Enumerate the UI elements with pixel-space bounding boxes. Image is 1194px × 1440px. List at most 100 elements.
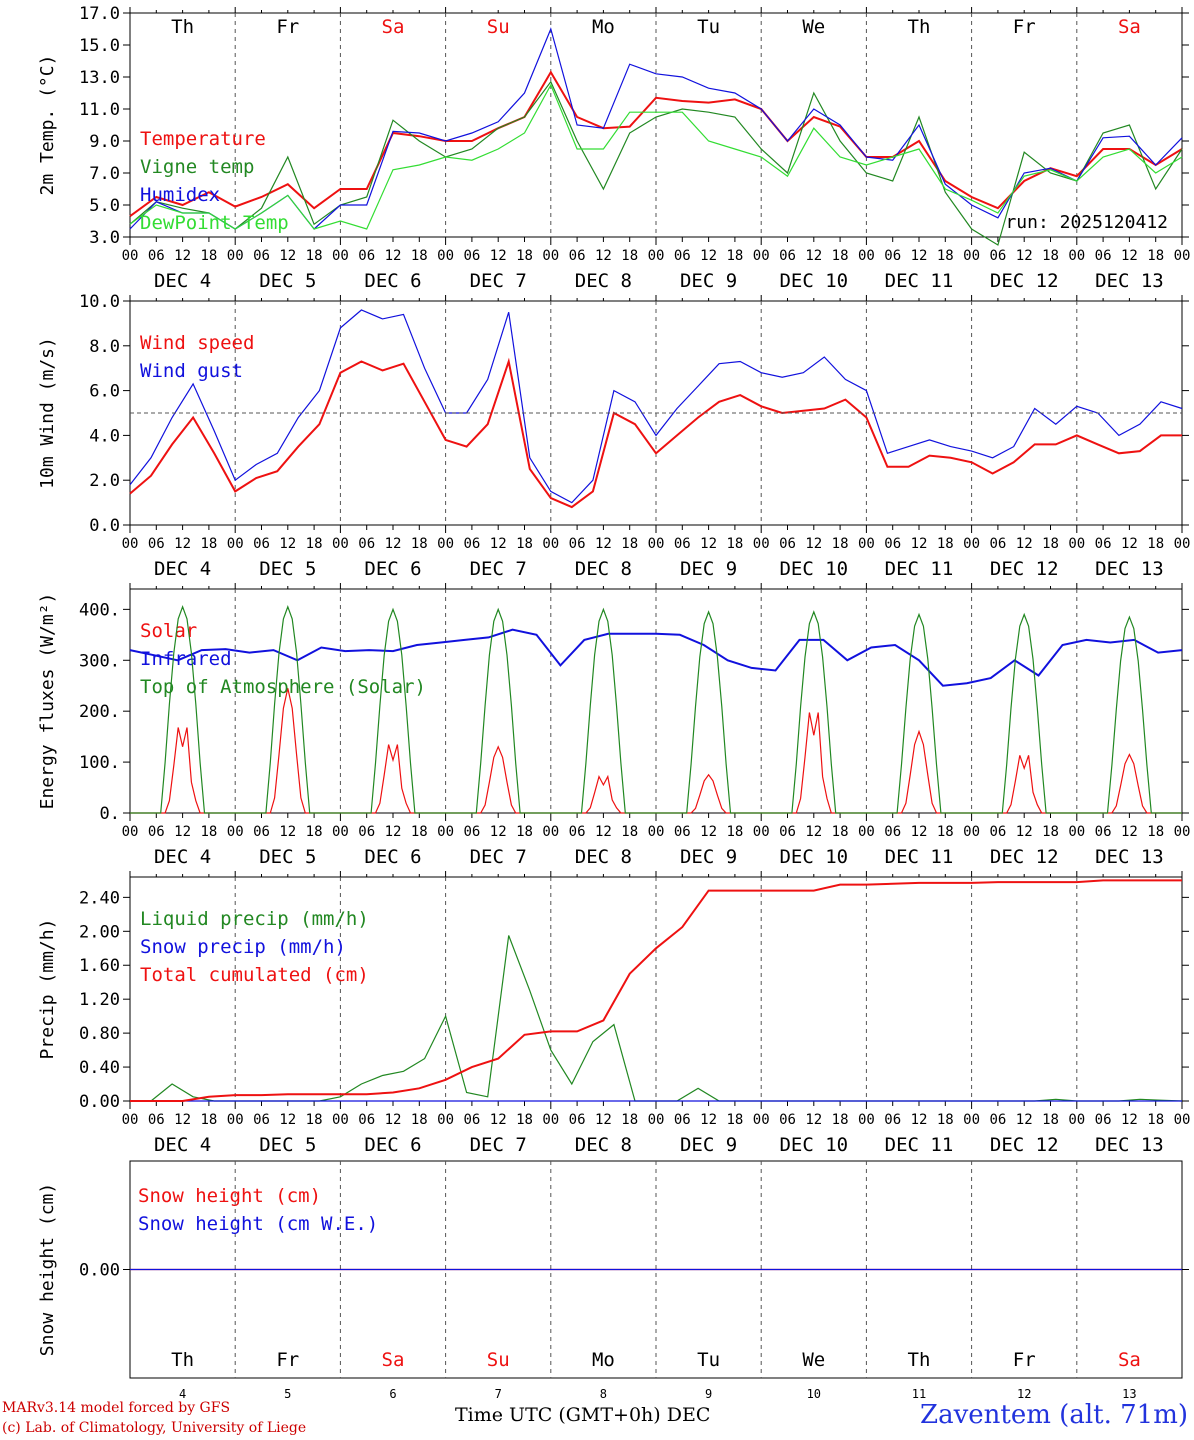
x-tick-label: 00 [753,536,770,552]
y-tick-label: 2.0 [89,471,120,491]
panel-energy: 0. 100. 200. 300. 400. Energy fluxes (W/m²) 00… [37,583,1190,868]
x-tick-label: 06 [358,536,375,552]
x-tick-label: 18 [832,1112,849,1128]
y-axis-label: Precip (mm/h) [37,919,58,1060]
x-tick-label: 18 [306,248,323,264]
x-tick-label: 18 [621,248,638,264]
x-tick-label: 12 [911,536,928,552]
x-tick-label: 18 [1147,248,1164,264]
x-tick-label: 12 [700,824,717,840]
x-tick-label: 12 [595,536,612,552]
weekday-label-bottom: Th [908,1349,931,1371]
x-tick-label: 00 [122,248,139,264]
x-tick-label: 00 [332,248,349,264]
day-number: 4 [179,1387,186,1401]
y-axis-label: 10m Wind (m/s) [37,337,58,489]
date-label: DEC 5 [259,270,316,292]
station-name: Zaventem (alt. 71m) [920,1400,1188,1430]
x-tick-label: 06 [1095,824,1112,840]
weekday-label-bottom: Su [487,1349,510,1371]
x-tick-label: 12 [1121,1112,1138,1128]
x-tick-label: 18 [832,536,849,552]
x-tick-label: 06 [358,1112,375,1128]
x-tick-label: 00 [332,824,349,840]
day-number: 13 [1122,1387,1136,1401]
x-tick-label: 06 [148,1112,165,1128]
x-tick-label: 00 [858,248,875,264]
date-label: DEC 6 [364,558,421,580]
y-tick-label: 0.0 [89,516,120,536]
x-tick-label: 12 [174,824,191,840]
x-tick-label: 12 [490,248,507,264]
x-tick-label: 00 [1068,248,1085,264]
x-tick-label: 18 [516,824,533,840]
y-tick-label: 3.0 [89,228,120,248]
day-number: 5 [284,1387,291,1401]
x-tick-label: 00 [963,824,980,840]
x-tick-label: 00 [227,536,244,552]
x-tick-label: 12 [1016,248,1033,264]
x-tick-label: 18 [1147,824,1164,840]
x-tick-label: 06 [463,536,480,552]
x-tick-label: 18 [200,824,217,840]
x-tick-label: 12 [385,824,402,840]
date-label: DEC 5 [259,1134,316,1156]
y-tick-label: 8.0 [89,337,120,357]
x-tick-label: 00 [332,1112,349,1128]
y-axis-label: 2m Temp. (°C) [37,55,58,196]
y-tick-label: 1.20 [79,990,120,1010]
series-line-total-cumulated-cm- [130,879,1182,1102]
date-label: DEC 9 [680,846,737,868]
y-tick-label: 1.60 [79,956,120,976]
date-label: DEC 6 [364,846,421,868]
x-tick-label: 06 [674,1112,691,1128]
x-tick-label: 12 [911,1112,928,1128]
weekday-label-top: Su [487,16,510,38]
x-tick-label: 06 [989,1112,1006,1128]
x-tick-label: 18 [726,536,743,552]
x-tick-label: 06 [358,248,375,264]
legend-entry: Solar [140,620,197,642]
x-tick-label: 18 [411,536,428,552]
date-label: DEC 8 [575,558,632,580]
x-tick-label: 00 [542,1112,559,1128]
x-tick-label: 18 [200,248,217,264]
x-tick-label: 18 [621,536,638,552]
weekday-label-top: Sa [382,16,405,38]
x-tick-label: 18 [1147,1112,1164,1128]
x-tick-label: 18 [726,248,743,264]
weekday-label-top: We [802,16,825,38]
date-label: DEC 10 [779,846,848,868]
y-tick-label: 200. [79,702,120,722]
x-tick-label: 00 [1174,248,1191,264]
y-tick-label: 17.0 [79,4,120,24]
x-tick-label: 06 [1095,536,1112,552]
x-tick-label: 12 [279,536,296,552]
x-tick-label: 12 [490,1112,507,1128]
date-label: DEC 8 [575,1134,632,1156]
x-tick-label: 12 [490,536,507,552]
day-number: 7 [495,1387,502,1401]
x-tick-label: 00 [542,824,559,840]
x-tick-label: 06 [989,248,1006,264]
date-label: DEC 13 [1095,846,1164,868]
x-tick-label: 12 [700,1112,717,1128]
x-tick-label: 12 [174,536,191,552]
y-tick-label: 5.0 [89,196,120,216]
x-tick-label: 12 [1121,824,1138,840]
weekday-label-top: Th [171,16,194,38]
date-label: DEC 7 [470,558,527,580]
x-tick-label: 18 [516,536,533,552]
x-tick-label: 06 [253,248,270,264]
weekday-label-bottom: Tu [697,1349,720,1371]
series-line-infrared [129,628,1183,687]
x-tick-label: 06 [1095,248,1112,264]
x-tick-label: 18 [937,824,954,840]
legend-entry: Humidex [140,184,220,206]
date-label: DEC 11 [885,558,954,580]
x-tick-label: 06 [569,824,586,840]
x-tick-label: 00 [648,536,665,552]
x-tick-label: 12 [700,536,717,552]
date-label: DEC 5 [259,846,316,868]
